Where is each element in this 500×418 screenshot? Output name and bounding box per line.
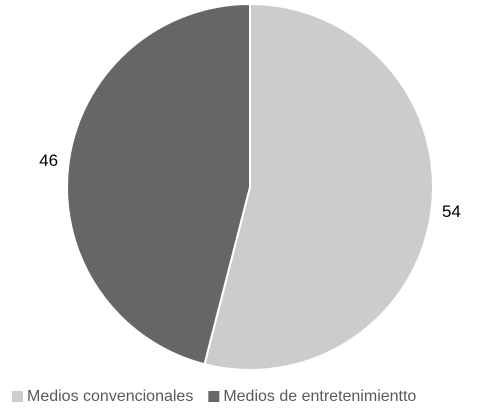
legend-swatch [12, 391, 23, 402]
legend-swatch [208, 391, 220, 402]
data-label: 54 [442, 202, 461, 221]
legend-label: Medios de entretenimientto [223, 388, 416, 405]
legend-label: Medios convencionales [27, 388, 193, 405]
pie-slice [66, 2, 251, 366]
pie-slice [203, 2, 434, 371]
data-label: 46 [39, 151, 58, 170]
